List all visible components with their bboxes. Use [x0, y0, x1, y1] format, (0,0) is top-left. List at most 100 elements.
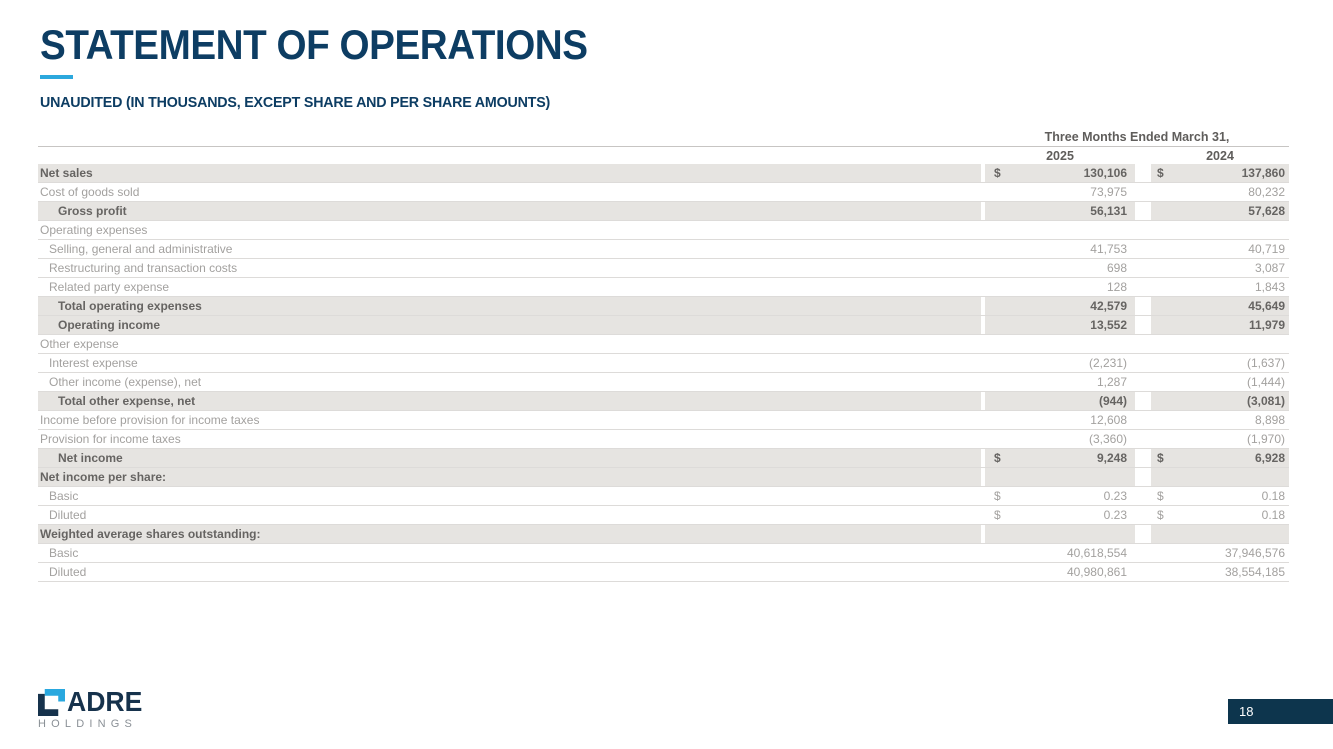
value-2025-cell: 12,608 [985, 411, 1135, 429]
value-2025: 128 [1106, 280, 1127, 294]
value-2024: 0.18 [1261, 489, 1285, 503]
statement-of-operations-table: Three Months Ended March 31, 2025 2024 N… [38, 129, 1289, 582]
value-2025-cell: $130,106 [985, 164, 1135, 182]
value-2024: (1,444) [1246, 375, 1285, 389]
row-label: Basic [49, 546, 79, 560]
column-gap [1135, 468, 1151, 486]
column-gap [1135, 183, 1151, 201]
row-label: Provision for income taxes [40, 432, 181, 446]
table-row: Total other expense, net (944) (3,081) [38, 392, 1289, 411]
value-2024: (3,081) [1246, 394, 1285, 408]
row-label: Other expense [40, 337, 119, 351]
value-2024: (1,637) [1246, 356, 1285, 370]
column-gap [1135, 202, 1151, 220]
value-2025: 9,248 [1096, 451, 1127, 465]
column-header-2025: 2025 [1046, 148, 1074, 163]
column-gap [1135, 316, 1151, 334]
row-label: Restructuring and transaction costs [49, 261, 238, 275]
dollar-sign: $ [994, 508, 1001, 522]
column-gap [1135, 563, 1151, 581]
column-gap [1135, 240, 1151, 258]
value-2025-cell: $0.23 [985, 487, 1135, 505]
value-2025-cell: 40,980,861 [985, 563, 1135, 581]
column-gap [1135, 525, 1151, 543]
cadre-holdings-logo: ADRE HOLDINGS [38, 688, 146, 730]
dollar-sign: $ [994, 489, 1001, 503]
value-2025-cell: 73,975 [985, 183, 1135, 201]
value-2025-cell: 698 [985, 259, 1135, 277]
value-2025: 40,618,554 [1066, 546, 1127, 560]
column-gap [1135, 259, 1151, 277]
table-row: Income before provision for income taxes… [38, 411, 1289, 430]
value-2025: (944) [1098, 394, 1127, 408]
table-row: Other expense [38, 335, 1289, 354]
table-row: Basic $0.23 $0.18 [38, 487, 1289, 506]
value-2025: 0.23 [1103, 489, 1127, 503]
dollar-sign: $ [994, 166, 1001, 180]
value-2024: 3,087 [1254, 261, 1285, 275]
page-subtitle: UNAUDITED (IN THOUSANDS, EXCEPT SHARE AN… [40, 94, 551, 111]
table-row: Diluted 40,980,861 38,554,185 [38, 563, 1289, 582]
row-label: Net income per share: [38, 468, 981, 486]
period-header-row: Three Months Ended March 31, [38, 129, 1289, 147]
value-2024: 1,843 [1254, 280, 1285, 294]
column-gap [1135, 487, 1151, 505]
value-2024-cell: 40,719 [1151, 240, 1289, 258]
table-row: Total operating expenses 42,579 45,649 [38, 297, 1289, 316]
column-gap [1135, 449, 1151, 467]
column-gap [1135, 278, 1151, 296]
row-label: Net sales [38, 164, 981, 182]
year-header-row: 2025 2024 [38, 147, 1289, 164]
table-row: Restructuring and transaction costs 698 3,… [38, 259, 1289, 278]
value-2024-cell: $0.18 [1151, 487, 1289, 505]
column-gap [1135, 411, 1151, 429]
row-label: Related party expense [49, 280, 170, 294]
table-row: Operating expenses [38, 221, 1289, 240]
table-row: Diluted $0.23 $0.18 [38, 506, 1289, 525]
value-2024: 11,979 [1248, 318, 1285, 332]
column-gap [1135, 430, 1151, 448]
value-2024-cell: $137,860 [1151, 164, 1289, 182]
value-2025-cell: 128 [985, 278, 1135, 296]
logo-brand-row: ADRE [38, 688, 146, 716]
page-number: 18 [1239, 704, 1254, 719]
value-2025-cell [985, 468, 1135, 486]
value-2025-cell: $9,248 [985, 449, 1135, 467]
value-2025: 130,106 [1083, 166, 1127, 180]
dollar-sign: $ [994, 451, 1001, 465]
row-label: Other income (expense), net [49, 375, 202, 389]
logo-subbrand-text: HOLDINGS [38, 718, 138, 730]
table-row: Cost of goods sold 73,975 80,232 [38, 183, 1289, 202]
value-2024-cell: 37,946,576 [1151, 544, 1289, 562]
value-2024: (1,970) [1246, 432, 1285, 446]
title-accent-bar [40, 75, 73, 79]
table-row: Selling, general and administrative 41,75… [38, 240, 1289, 259]
column-gap [1135, 506, 1151, 524]
column-gap [1135, 335, 1151, 353]
value-2025-cell: (3,360) [985, 430, 1135, 448]
value-2025-cell: 13,552 [985, 316, 1135, 334]
table-row: Related party expense 128 1,843 [38, 278, 1289, 297]
period-header: Three Months Ended March 31, [1044, 130, 1230, 144]
value-2025-cell: (2,231) [985, 354, 1135, 372]
value-2024-cell: 1,843 [1151, 278, 1289, 296]
column-gap [1135, 373, 1151, 391]
value-2024: 6,928 [1254, 451, 1285, 465]
value-2025: 12,608 [1090, 413, 1127, 427]
value-2024-cell: 3,087 [1151, 259, 1289, 277]
value-2024-cell: 80,232 [1151, 183, 1289, 201]
row-label: Total other expense, net [38, 392, 981, 410]
logo-brand-text: ADRE [67, 686, 143, 717]
table-row: Net sales $130,106 $137,860 [38, 164, 1289, 183]
table-row: Basic 40,618,554 37,946,576 [38, 544, 1289, 563]
value-2024-cell: $6,928 [1151, 449, 1289, 467]
value-2024: 38,554,185 [1224, 565, 1285, 579]
cadre-logo-c-mark-icon [38, 688, 65, 716]
value-2025-cell: 42,579 [985, 297, 1135, 315]
table-body: Net sales $130,106 $137,860 Cost of goods s… [38, 164, 1289, 582]
value-2024-cell [1151, 468, 1289, 486]
value-2024: 37,946,576 [1224, 546, 1285, 560]
value-2025-cell: 56,131 [985, 202, 1135, 220]
page-number-box: 18 [1228, 699, 1333, 724]
row-label: Weighted average shares outstanding: [38, 525, 981, 543]
